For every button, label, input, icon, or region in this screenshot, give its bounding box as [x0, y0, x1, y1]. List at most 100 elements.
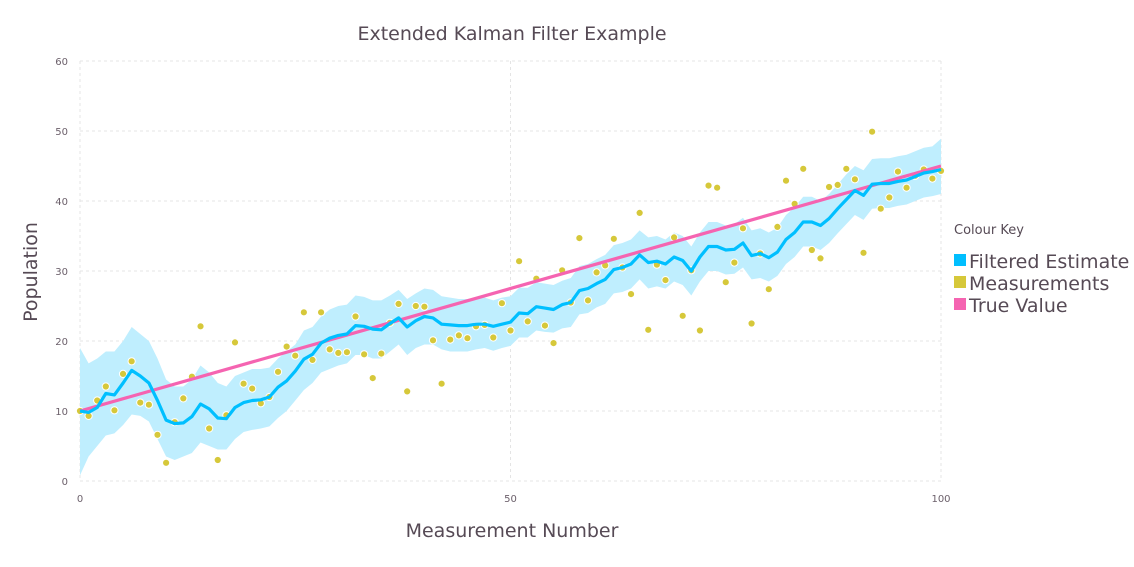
measurement-point: [316, 308, 326, 317]
measurement-point: [523, 317, 532, 326]
legend-entry-measurements: Measurements: [969, 273, 1109, 295]
measurement-point: [824, 182, 834, 192]
measurement-point: [273, 367, 283, 376]
measurement-point: [713, 183, 722, 192]
measurement-point: [437, 379, 446, 388]
measurement-point: [893, 167, 903, 176]
measurement-point: [368, 374, 377, 383]
x-tick-50: 50: [504, 494, 517, 505]
x-tick-0: 0: [77, 494, 83, 505]
chart-title: Extended Kalman Filter Example: [357, 23, 666, 45]
legend-swatch-measurements: [954, 276, 966, 288]
measurement-point: [299, 308, 308, 317]
y-tick-60: 60: [55, 57, 68, 68]
y-tick-20: 20: [55, 337, 68, 348]
measurement-point: [799, 164, 808, 173]
x-tick-labels: 0 50 100: [77, 494, 951, 505]
measurement-point: [162, 458, 171, 467]
measurement-point: [885, 193, 894, 202]
measurement-point: [549, 339, 558, 348]
legend-title: Colour Key: [954, 223, 1024, 238]
y-tick-40: 40: [55, 197, 68, 208]
measurement-point: [213, 455, 222, 465]
measurement-point: [816, 254, 825, 263]
measurement-point: [360, 350, 369, 359]
measurement-point: [334, 348, 343, 357]
measurement-point: [403, 387, 412, 396]
measurement-point: [394, 299, 403, 308]
x-tick-100: 100: [931, 494, 950, 505]
measurement-point: [101, 382, 110, 391]
measurement-point: [248, 384, 257, 393]
measurement-point: [695, 326, 705, 335]
measurement-point: [428, 336, 438, 345]
measurement-point: [738, 224, 748, 233]
measurement-point: [730, 258, 739, 267]
measurement-point: [876, 204, 885, 213]
measurement-point: [575, 234, 584, 243]
measurement-point: [377, 349, 386, 358]
measurement-point: [747, 319, 756, 328]
y-tick-0: 0: [62, 477, 68, 488]
measurement-point: [118, 369, 128, 378]
measurement-point: [489, 333, 498, 342]
y-tick-10: 10: [55, 407, 68, 418]
measurement-point: [721, 278, 730, 287]
measurement-point: [196, 322, 205, 331]
measurement-point: [110, 406, 119, 415]
measurement-point: [239, 379, 248, 388]
measurement-point: [230, 338, 240, 347]
measurement-point: [678, 311, 687, 320]
measurement-point: [497, 299, 506, 308]
measurement-point: [859, 248, 868, 257]
measurement-point: [644, 325, 653, 334]
measurement-point: [583, 296, 593, 305]
measurement-point: [411, 301, 420, 311]
measurement-point: [291, 351, 300, 360]
measurement-point: [902, 183, 911, 192]
measurement-point: [928, 174, 937, 183]
measurement-point: [325, 345, 334, 354]
measurement-point: [540, 321, 550, 330]
measurement-point: [351, 312, 360, 321]
legend-swatch-true-value: [954, 298, 966, 310]
series-line-filtered-estimate: [79, 167, 942, 426]
measurement-point: [420, 302, 429, 311]
measurement-point: [704, 181, 713, 190]
measurement-point: [282, 342, 291, 351]
measurement-point: [609, 234, 618, 243]
measurement-point: [833, 180, 842, 189]
measurement-point: [342, 348, 352, 357]
measurement-point: [764, 285, 773, 294]
measurement-point: [842, 164, 851, 173]
y-tick-30: 30: [55, 267, 68, 278]
measurement-point: [661, 276, 670, 285]
measurement-point: [454, 331, 463, 340]
measurement-point: [515, 257, 524, 266]
y-tick-labels: 0 10 20 30 40 50 60: [55, 57, 68, 488]
legend: Colour Key Filtered Estimate Measurement…: [954, 223, 1129, 317]
measurement-point: [506, 326, 515, 335]
legend-entry-filtered-estimate: Filtered Estimate: [969, 251, 1129, 273]
measurement-point: [136, 398, 145, 407]
measurement-point: [179, 394, 188, 403]
legend-swatch-filtered-estimate: [954, 254, 966, 266]
measurement-point: [807, 245, 816, 255]
measurement-point: [144, 400, 153, 409]
y-axis-label: Population: [20, 222, 42, 322]
uncertainty-band: [80, 138, 941, 476]
measurement-point: [127, 357, 136, 366]
measurement-point: [205, 424, 214, 433]
measurement-point: [592, 268, 601, 277]
series-line-true-value: [79, 164, 942, 413]
measurement-point: [626, 290, 636, 299]
x-axis-label: Measurement Number: [406, 520, 619, 542]
measurement-point: [635, 208, 644, 217]
legend-entry-true-value: True Value: [968, 295, 1068, 317]
measurement-point: [463, 334, 472, 343]
y-tick-50: 50: [55, 127, 68, 138]
measurement-point: [850, 175, 860, 184]
measurement-point: [773, 222, 782, 231]
measurement-point: [781, 176, 791, 185]
